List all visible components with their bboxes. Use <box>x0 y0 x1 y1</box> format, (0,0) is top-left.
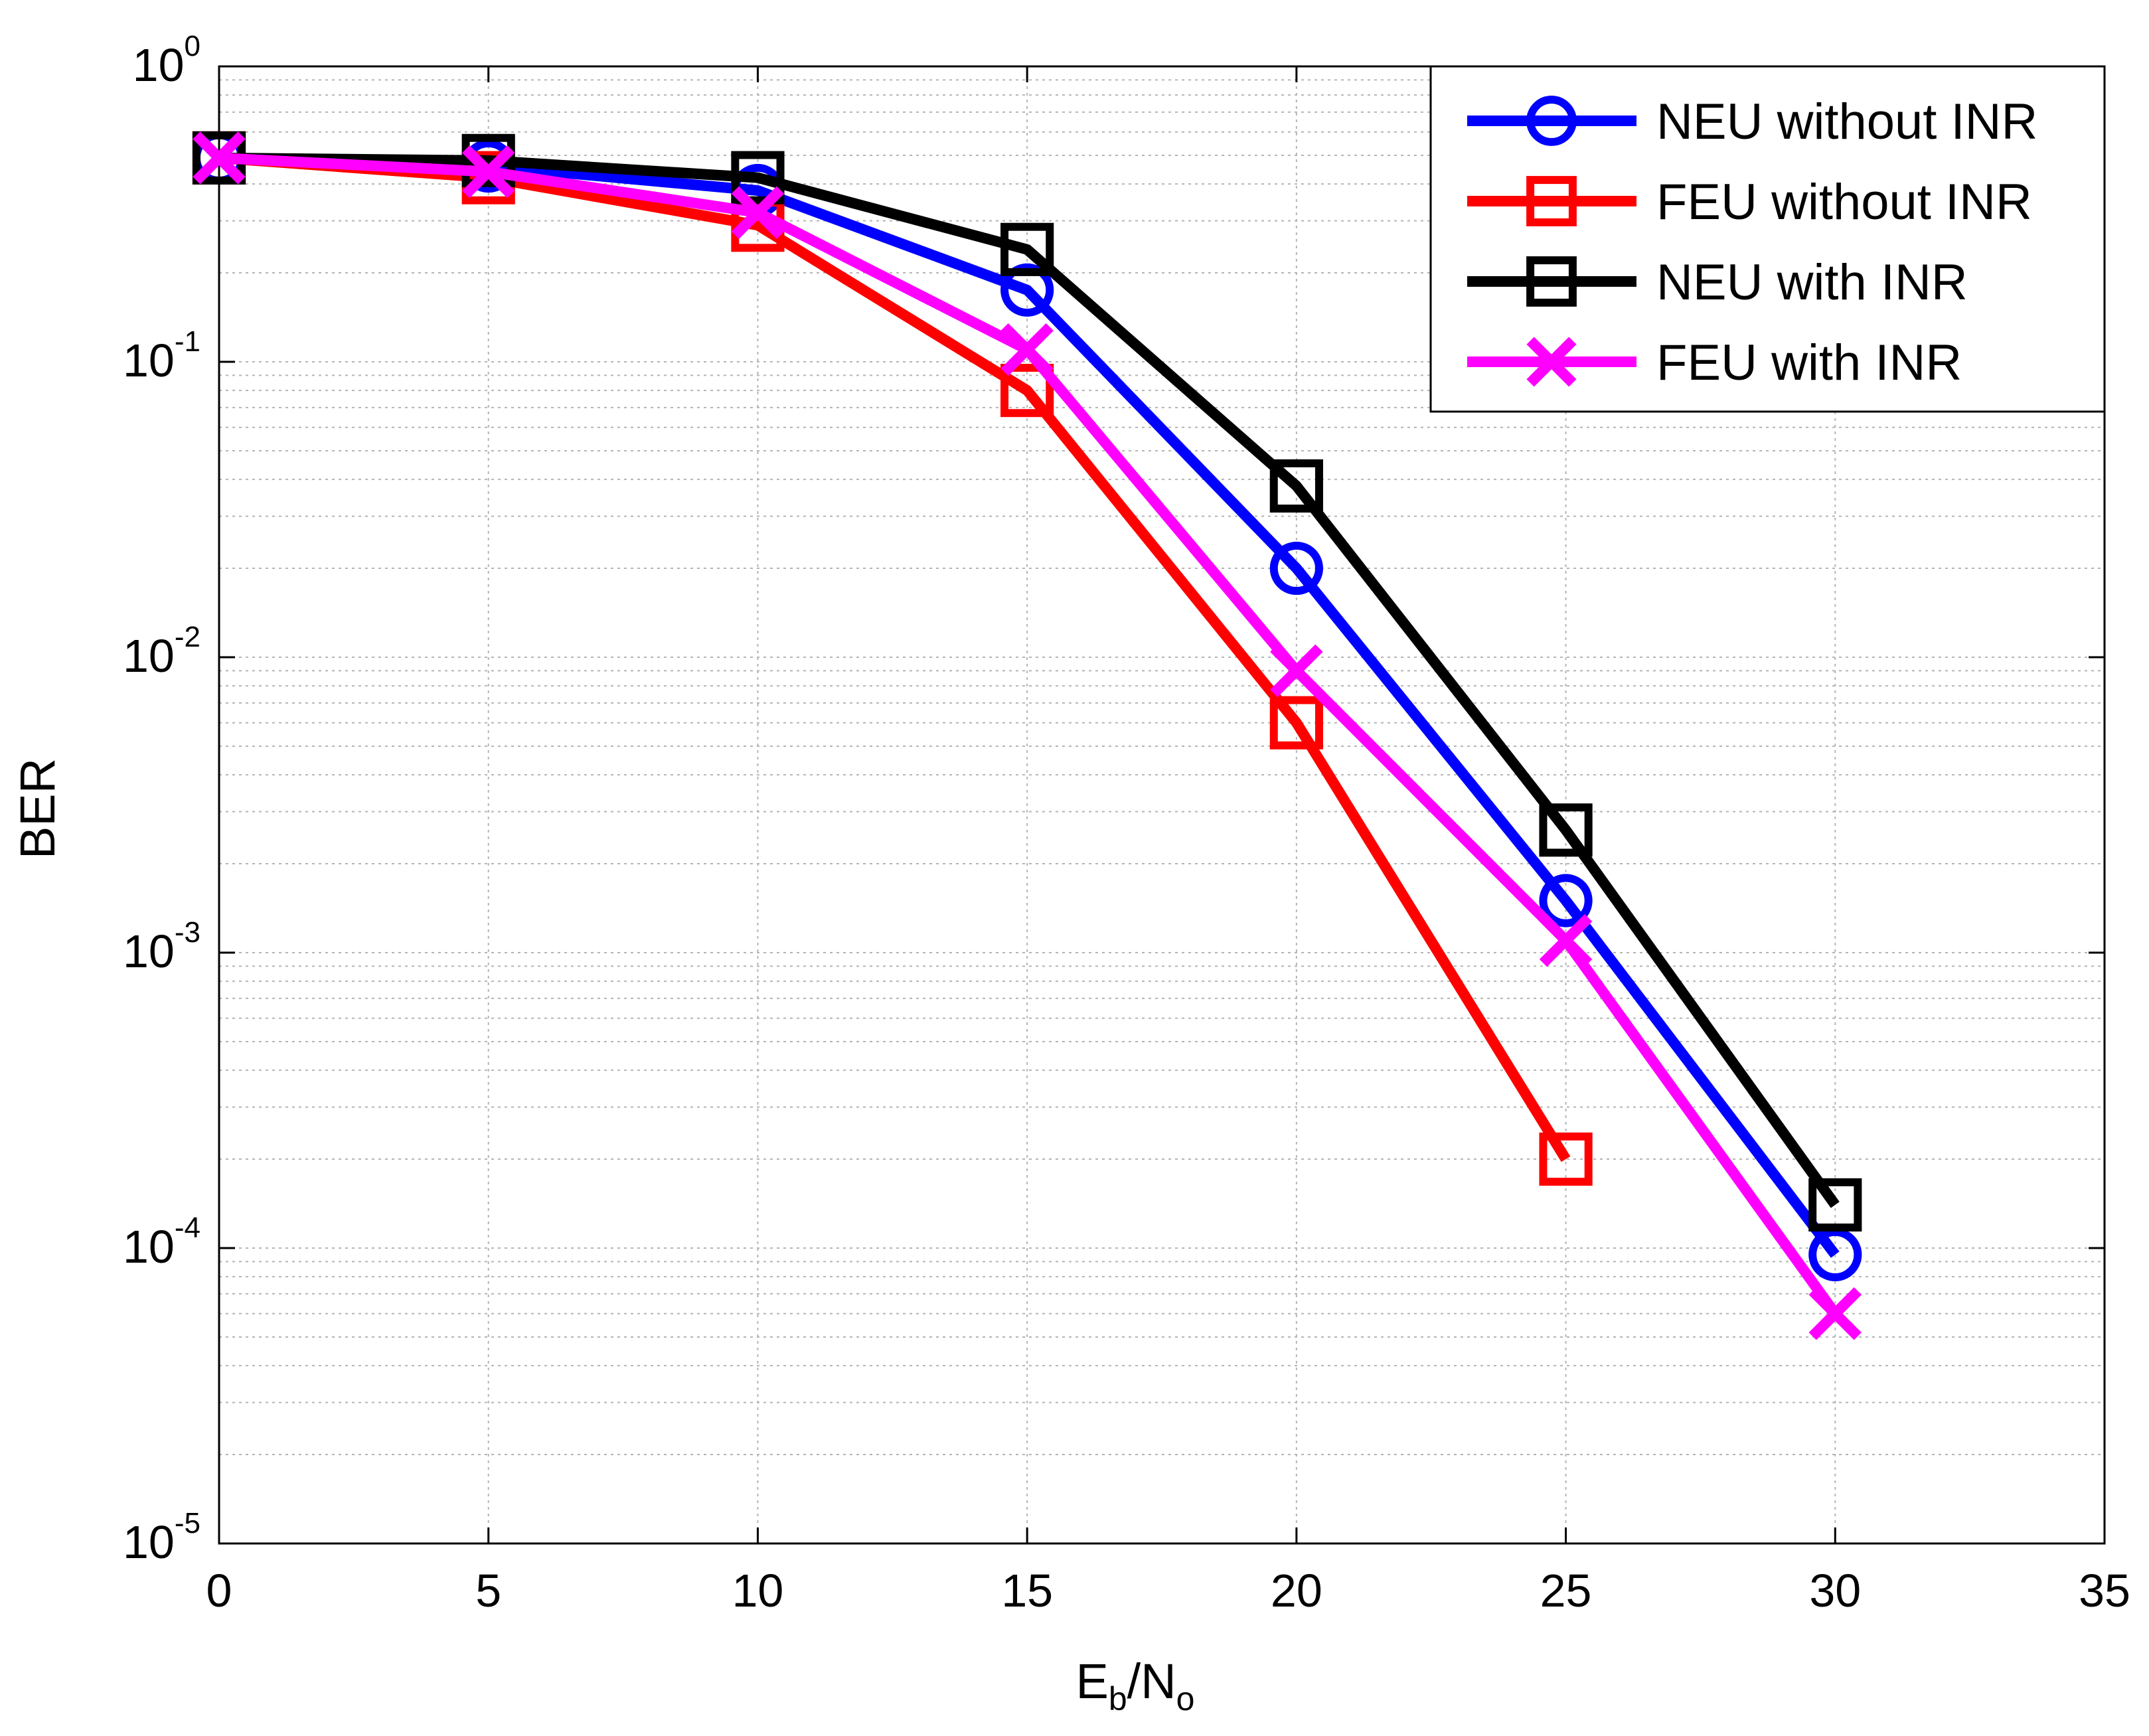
data-point <box>1526 337 1577 387</box>
x-axis-title: Eb/No <box>1076 1654 1195 1717</box>
data-point <box>1000 222 1054 276</box>
data-point <box>1539 874 1593 927</box>
x-axis-title-sub-b: b <box>1109 1680 1127 1717</box>
legend-item: NEU without INR <box>1467 94 2037 150</box>
data-point <box>1000 323 1054 376</box>
legend-label: FEU with INR <box>1656 335 1962 391</box>
legend-label: NEU without INR <box>1656 94 2037 150</box>
legend-item: NEU with INR <box>1467 254 1968 311</box>
x-tick-label: 20 <box>1271 1565 1322 1617</box>
data-point <box>1526 176 1577 226</box>
data-point <box>731 151 785 204</box>
y-axis-title: BER <box>10 758 65 859</box>
legend-label: FEU without INR <box>1656 174 2032 230</box>
data-point <box>1269 459 1323 513</box>
y-tick-exponent: -3 <box>175 916 200 949</box>
x-tick-label: 5 <box>475 1565 501 1617</box>
y-tick-label: 10-2 <box>123 621 200 682</box>
x-axis: 0 5 10 15 20 25 30 35 <box>206 66 2130 1617</box>
y-tick-exponent: 0 <box>185 30 200 62</box>
plot-area <box>218 65 2106 1545</box>
data-point <box>1526 256 1577 307</box>
y-tick-base: 10 <box>123 1221 175 1273</box>
series-feu-with-inr <box>193 131 1862 1340</box>
data-point <box>1539 913 1593 967</box>
y-tick-base: 10 <box>123 335 175 386</box>
series-layer <box>192 131 1862 1340</box>
data-point <box>1526 96 1577 146</box>
data-point <box>731 186 785 239</box>
data-point <box>193 131 246 185</box>
y-tick-label: 100 <box>133 30 200 91</box>
data-point <box>1539 1132 1593 1186</box>
x-tick-label: 0 <box>206 1565 232 1617</box>
y-tick-exponent: -2 <box>175 621 200 653</box>
series-line <box>218 152 1840 1208</box>
y-tick-exponent: -5 <box>175 1507 200 1539</box>
y-tick-label: 10-4 <box>123 1212 200 1273</box>
legend-item: FEU without INR <box>1467 174 2032 230</box>
y-tick-exponent: -1 <box>175 325 200 358</box>
y-tick-base: 10 <box>123 925 175 977</box>
y-tick-label: 10-3 <box>123 916 200 977</box>
data-point <box>1270 644 1323 698</box>
y-tick-label: 10-1 <box>123 325 200 386</box>
y-tick-exponent: -4 <box>175 1212 200 1244</box>
data-point <box>1000 263 1054 317</box>
data-point <box>1808 1287 1862 1340</box>
data-point <box>1269 541 1323 595</box>
x-axis-title-sub-o: o <box>1176 1680 1195 1717</box>
x-tick-label: 35 <box>2079 1565 2130 1617</box>
x-tick-label: 25 <box>1540 1565 1592 1617</box>
data-point <box>461 133 515 187</box>
x-axis-title-mid: /N <box>1127 1654 1176 1709</box>
y-tick-base: 10 <box>123 1516 175 1568</box>
x-tick-label: 15 <box>1001 1565 1053 1617</box>
data-point <box>1808 1227 1862 1282</box>
data-point <box>1539 803 1593 857</box>
data-point <box>1269 696 1323 750</box>
y-tick-label: 10-5 <box>123 1507 200 1568</box>
data-point <box>1000 364 1054 418</box>
legend-label: NEU with INR <box>1656 254 1968 311</box>
x-tick-label: 10 <box>732 1565 783 1617</box>
x-tick-label: 30 <box>1809 1565 1861 1617</box>
data-point <box>461 145 515 198</box>
series-neu-with-inr <box>192 131 1862 1232</box>
x-axis-title-main: E <box>1076 1654 1109 1709</box>
legend-item: FEU with INR <box>1467 335 1962 391</box>
y-tick-base: 10 <box>133 39 185 91</box>
y-tick-base: 10 <box>123 630 175 682</box>
legend: NEU without INR FEU without INR NEU with I… <box>1429 65 2106 413</box>
grid <box>219 66 2105 1543</box>
data-point <box>1808 1178 1862 1232</box>
